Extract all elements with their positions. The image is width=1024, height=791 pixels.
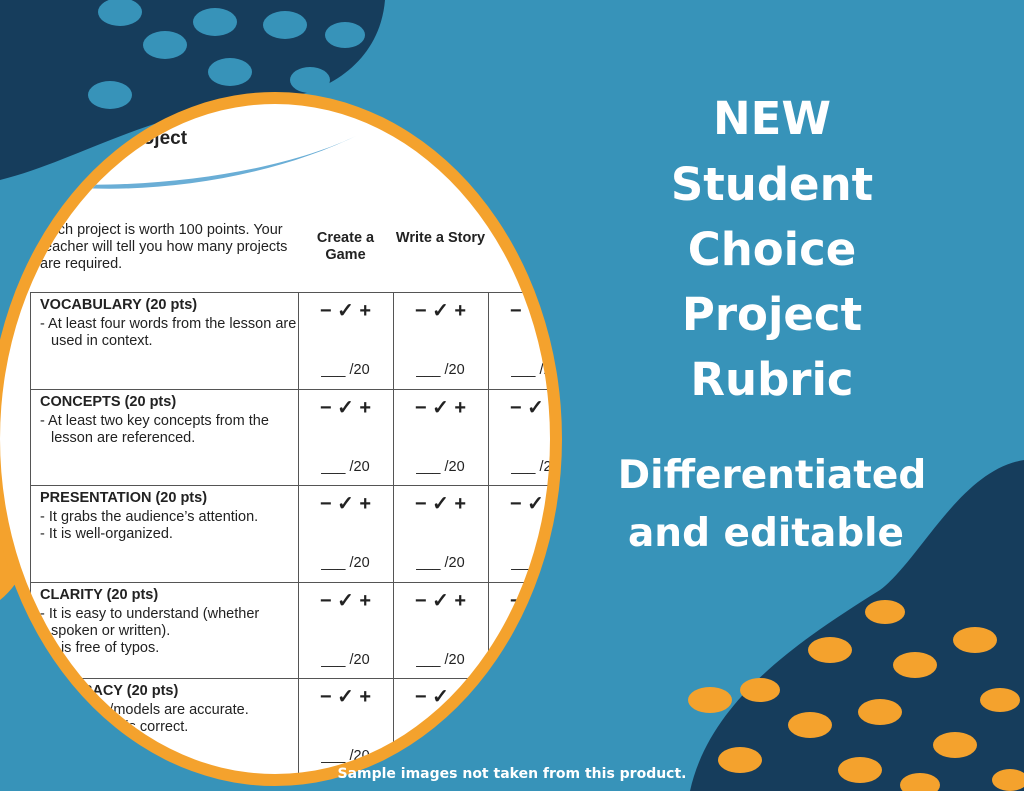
score-blank: ___ /20 — [321, 555, 370, 571]
headline: Rubric — [690, 353, 854, 406]
headline: Project — [681, 288, 863, 341]
dots-top — [88, 0, 365, 109]
criterion-line: - It is well-organized. — [40, 526, 173, 542]
dots-bottom — [688, 600, 1024, 791]
rating-marks: − ✓ + — [414, 396, 467, 419]
score-blank: ___ /20 — [416, 555, 465, 571]
criterion-line: - It grabs the audience’s attention. — [40, 509, 259, 525]
criterion-heading: CONCEPTS (20 pts) — [40, 393, 177, 410]
criterion-heading: CLARITY (20 pts) — [40, 586, 159, 603]
score-blank: ___ /20 — [511, 362, 560, 378]
rating-marks: − ✓ + — [414, 589, 467, 612]
criterion-heading: ACCURACY (20 pts) — [40, 683, 179, 699]
rating-marks: − ✓ + — [319, 493, 372, 515]
score-blank: ___ /20 — [511, 458, 560, 475]
rating-marks: − ✓ + — [414, 493, 467, 515]
rating-marks: − ✓ + — [509, 493, 562, 515]
score-blank: ___ /20 — [511, 748, 560, 764]
score-blank: ___ /20 — [416, 748, 465, 764]
score-blank: ___ /20 — [416, 362, 465, 378]
score-blank: ___ /20 — [321, 651, 370, 668]
rating-marks: − ✓ + — [414, 300, 467, 322]
rating-marks: − ✓ + — [319, 686, 372, 708]
rating-marks: − ✓ + — [509, 686, 562, 708]
column-header: Write a Story — [395, 230, 486, 246]
intro: Each project is worth 100 points. Your t… — [40, 222, 288, 272]
score-blank: ___ /20 — [321, 458, 370, 475]
rating-marks: − ✓ + — [319, 589, 372, 612]
headline: Student — [670, 158, 874, 211]
score-blank: ___ /20 — [511, 651, 560, 668]
headline: NEW — [712, 92, 832, 145]
table-cell — [488, 678, 550, 774]
criterion-line: - At least two key concepts from the les… — [40, 412, 269, 446]
criterion-line: - It is free of typos. — [40, 639, 160, 656]
score-blank: ___ /20 — [416, 651, 465, 668]
score-blank: ___ /20 — [511, 555, 560, 571]
tagline: Differentiated — [617, 453, 927, 498]
column-header: Create a Game — [316, 230, 375, 263]
blob-top — [0, 0, 385, 180]
rating-marks: − ✓ + — [509, 396, 562, 419]
score-blank: ___ /20 — [416, 458, 465, 475]
rating-marks: − ✓ + — [414, 686, 467, 708]
rating-marks: − ✓ + — [319, 396, 372, 419]
rating-marks: − ✓ + — [509, 589, 562, 612]
blob-bottom — [690, 460, 1024, 791]
criterion-line: - Information is correct. — [40, 719, 189, 735]
criterion-line: - It is easy to understand (whether spok… — [40, 605, 260, 639]
criterion-line: - Drawings/models are accurate. — [40, 702, 249, 718]
score-blank: ___ /20 — [321, 362, 370, 378]
criterion-heading: PRESENTATION (20 pts) — [40, 490, 208, 506]
doc-subtitle: Rubric — [40, 150, 94, 169]
score-blank: ___ /20 — [321, 748, 370, 764]
rubric-preview: Student Choice Project Rubric Each proje… — [0, 92, 562, 786]
tagline: and editable — [627, 511, 904, 556]
rating-marks: − ✓ + — [319, 300, 372, 322]
rating-marks: − ✓ + — [509, 300, 562, 322]
headline: Choice — [687, 223, 857, 276]
criterion-line: - At least four words from the lesson ar… — [40, 316, 297, 349]
footer: Sample images not taken from this produc… — [337, 766, 687, 782]
criterion-heading: VOCABULARY (20 pts) — [40, 297, 198, 313]
doc-title: Student Choice Project — [0, 128, 188, 149]
